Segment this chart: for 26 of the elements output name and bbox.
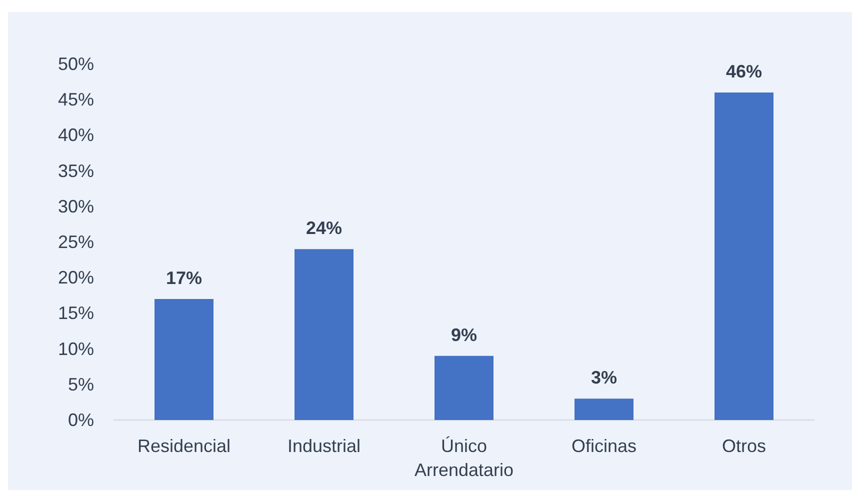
- bar: [574, 398, 634, 420]
- data-label: 3%: [590, 368, 618, 388]
- bar: [294, 249, 354, 420]
- y-tick-label: 10%: [58, 338, 94, 359]
- y-tick-label: 15%: [58, 303, 94, 324]
- data-label: 9%: [450, 324, 478, 345]
- bar: [154, 298, 214, 420]
- y-tick-label: 35%: [58, 160, 94, 181]
- y-tick-label: 30%: [58, 196, 94, 216]
- x-tick-label: Único Arrendatario: [414, 436, 514, 480]
- y-tick-label: 25%: [58, 232, 94, 252]
- x-tick-label: Industrial: [287, 436, 361, 456]
- data-label: 24%: [306, 218, 342, 238]
- y-tick-label: 50%: [58, 54, 94, 74]
- y-tick-label: 20%: [58, 268, 94, 288]
- bar: [434, 356, 494, 420]
- y-tick-label: 0%: [68, 410, 94, 430]
- data-label: 17%: [166, 268, 202, 288]
- x-tick-label: Oficinas: [571, 436, 637, 456]
- bar: [714, 92, 774, 420]
- y-tick-label: 40%: [58, 125, 94, 146]
- y-tick-label: 5%: [68, 374, 94, 394]
- y-tick-label: 45%: [58, 90, 94, 110]
- x-tick-label: Otros: [722, 436, 766, 456]
- x-tick-label: Residencial: [137, 436, 231, 456]
- data-label: 46%: [726, 61, 762, 82]
